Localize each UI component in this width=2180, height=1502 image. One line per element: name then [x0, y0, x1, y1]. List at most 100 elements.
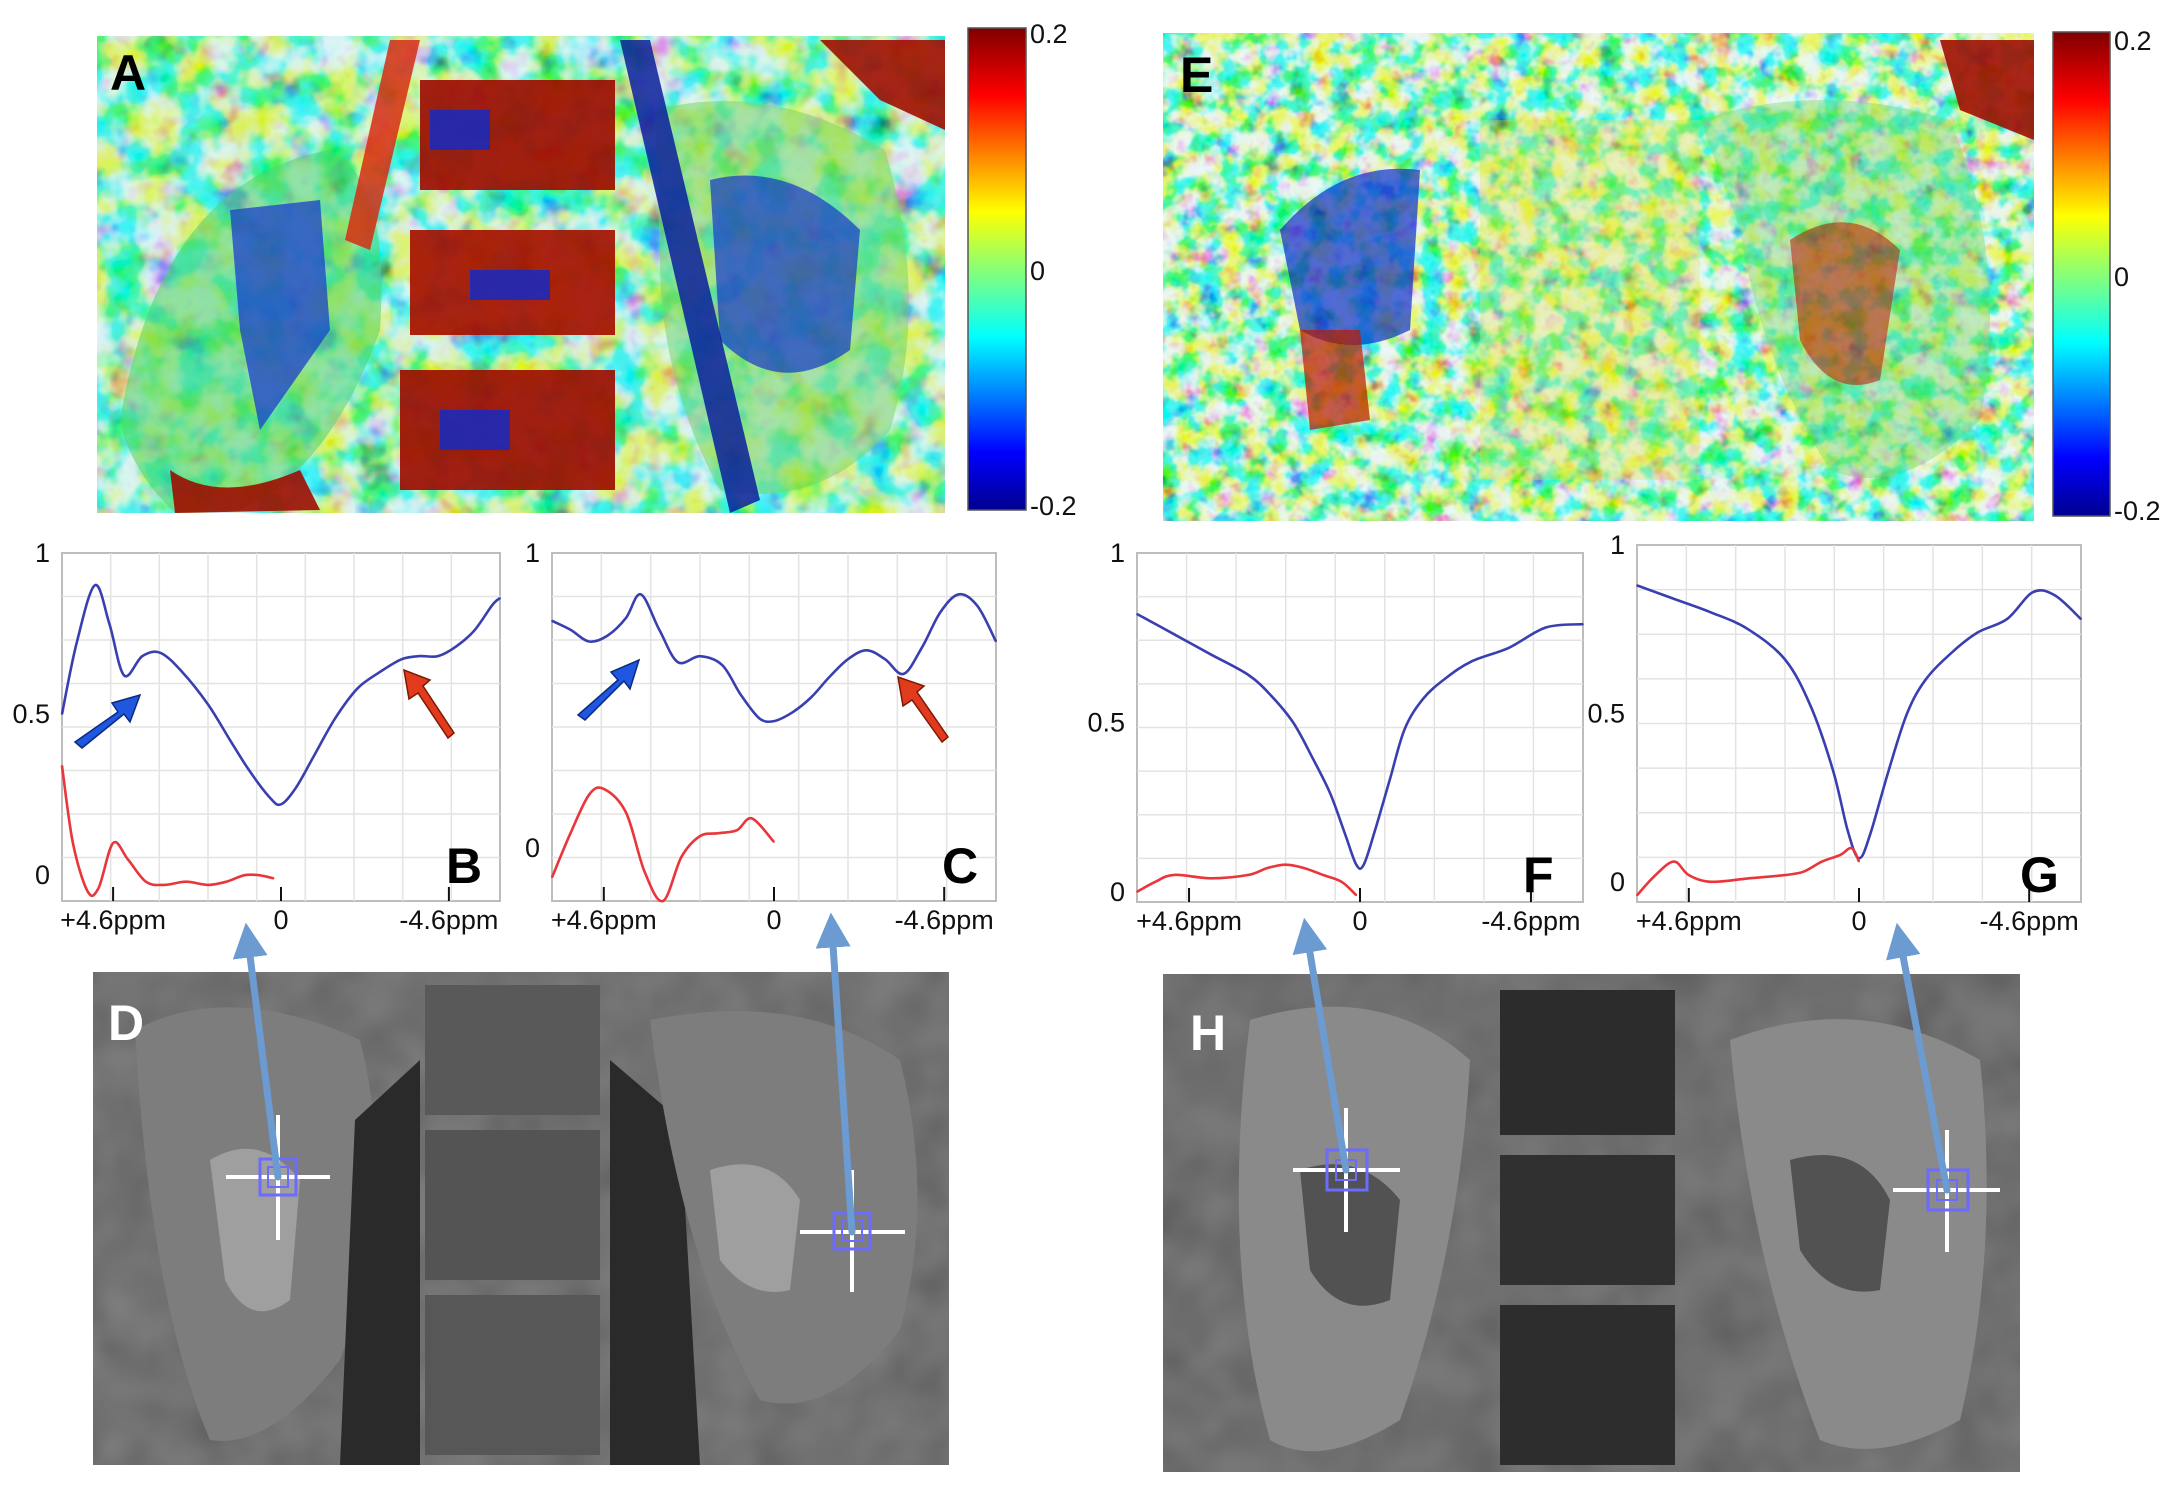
x-tick-label: +4.6ppm [551, 905, 657, 935]
link-arrow-h-to-g [1886, 922, 1951, 1194]
data-point-z-spectrum [61, 713, 63, 715]
data-point-difference [603, 788, 605, 790]
data-point-difference [1710, 881, 1712, 883]
data-point-z-spectrum [791, 711, 794, 714]
x-tick-label: -4.6ppm [895, 905, 994, 935]
data-point-difference [588, 794, 590, 796]
data-point-difference [1802, 870, 1805, 873]
data-point-z-spectrum [1173, 633, 1175, 636]
data-point-z-spectrum [699, 655, 701, 657]
data-point-difference [1355, 894, 1358, 896]
data-point-difference [126, 858, 129, 860]
data-point-z-spectrum [677, 661, 679, 663]
data-point-z-spectrum [1847, 830, 1849, 833]
panel-label-a: A [110, 45, 146, 101]
data-point-z-spectrum [625, 617, 627, 619]
x-tick-label: 0 [766, 905, 781, 935]
y-tick-label: 1 [35, 538, 50, 568]
x-tick-label: +4.6ppm [1136, 906, 1242, 936]
data-point-z-spectrum [773, 720, 775, 722]
data-point-difference [699, 835, 701, 837]
x-tick-label: 0 [273, 905, 288, 935]
panel-label-h: H [1190, 1005, 1226, 1061]
colorbar-e-tick-min: -0.2 [2114, 496, 2161, 526]
series-line-z-spectrum [1136, 612, 1584, 871]
data-point-z-spectrum [455, 645, 458, 648]
mri-image-h [1163, 974, 2020, 1472]
data-point-z-spectrum [828, 676, 831, 678]
data-point-z-spectrum [976, 605, 979, 607]
data-point-z-spectrum [939, 611, 942, 613]
data-point-z-spectrum [1355, 863, 1358, 866]
x-tick-label: 0 [1352, 906, 1367, 936]
gridlines [1637, 545, 2081, 902]
colorbar-a-tick-mid: 0 [1030, 256, 1045, 286]
series-line-difference [1636, 846, 1861, 897]
colorbar-e: 0.2 0 -0.2 [2052, 26, 2161, 526]
panel-label-c: C [942, 838, 978, 894]
data-point-z-spectrum [247, 768, 249, 770]
data-point-z-spectrum [847, 658, 849, 660]
data-point-z-spectrum [280, 803, 282, 806]
data-point-difference [1636, 894, 1638, 897]
data-point-difference [272, 877, 275, 880]
data-point-z-spectrum [1507, 647, 1510, 649]
data-point-z-spectrum [739, 693, 742, 696]
data-point-z-spectrum [1810, 705, 1812, 708]
arrow-marker-b-blue [73, 693, 142, 749]
data-point-z-spectrum [1636, 584, 1638, 587]
cest-map-e [1163, 33, 2034, 521]
data-point-z-spectrum [902, 673, 905, 675]
data-point-difference [185, 880, 187, 883]
data-point-z-spectrum [2032, 591, 2034, 593]
data-point-difference [163, 884, 165, 886]
data-point-z-spectrum [721, 664, 723, 666]
y-tick-label: 1 [1110, 538, 1125, 568]
data-point-z-spectrum [181, 671, 184, 673]
data-point-z-spectrum [75, 642, 78, 644]
data-point-difference [112, 842, 114, 844]
data-point-difference [72, 842, 74, 844]
data-point-difference [643, 870, 646, 873]
data-point-difference [1839, 854, 1842, 856]
panel-label-d: D [108, 995, 144, 1051]
data-point-difference [86, 890, 89, 893]
data-point-difference [1136, 891, 1138, 893]
data-point-z-spectrum [569, 628, 572, 631]
data-point-z-spectrum [313, 755, 315, 757]
y-tick-label: 0 [35, 860, 50, 890]
data-point-difference [97, 887, 100, 889]
mri-image-d [93, 972, 949, 1465]
data-point-difference [145, 880, 147, 883]
x-tick-label: +4.6ppm [60, 905, 166, 935]
data-point-difference [1850, 847, 1853, 849]
data-point-z-spectrum [123, 674, 125, 677]
data-point-difference [1210, 877, 1213, 880]
data-point-z-spectrum [1582, 623, 1584, 625]
data-point-difference [243, 874, 246, 876]
data-point-z-spectrum [1784, 658, 1786, 661]
data-point-difference [1688, 874, 1690, 876]
data-point-z-spectrum [108, 623, 111, 625]
arrow-marker-b-red [403, 668, 455, 740]
data-point-z-spectrum [758, 717, 760, 719]
data-point-z-spectrum [1136, 613, 1138, 615]
data-point-z-spectrum [1869, 833, 1871, 836]
y-tick-label: 0 [525, 833, 540, 863]
panel-label-f: F [1523, 847, 1554, 903]
link-arrow-h-to-f [1292, 917, 1350, 1174]
data-point-z-spectrum [1710, 611, 1712, 614]
data-point-difference [61, 764, 63, 767]
data-point-difference [625, 811, 627, 814]
data-point-z-spectrum [884, 658, 886, 660]
data-point-z-spectrum [2054, 594, 2056, 597]
data-point-z-spectrum [1292, 721, 1294, 724]
data-point-z-spectrum [437, 655, 439, 657]
data-point-z-spectrum [551, 620, 553, 622]
link-arrow-d-to-b [232, 922, 282, 1181]
data-point-z-spectrum [1950, 652, 1953, 654]
data-point-z-spectrum [473, 629, 476, 632]
data-point-z-spectrum [1906, 712, 1908, 715]
